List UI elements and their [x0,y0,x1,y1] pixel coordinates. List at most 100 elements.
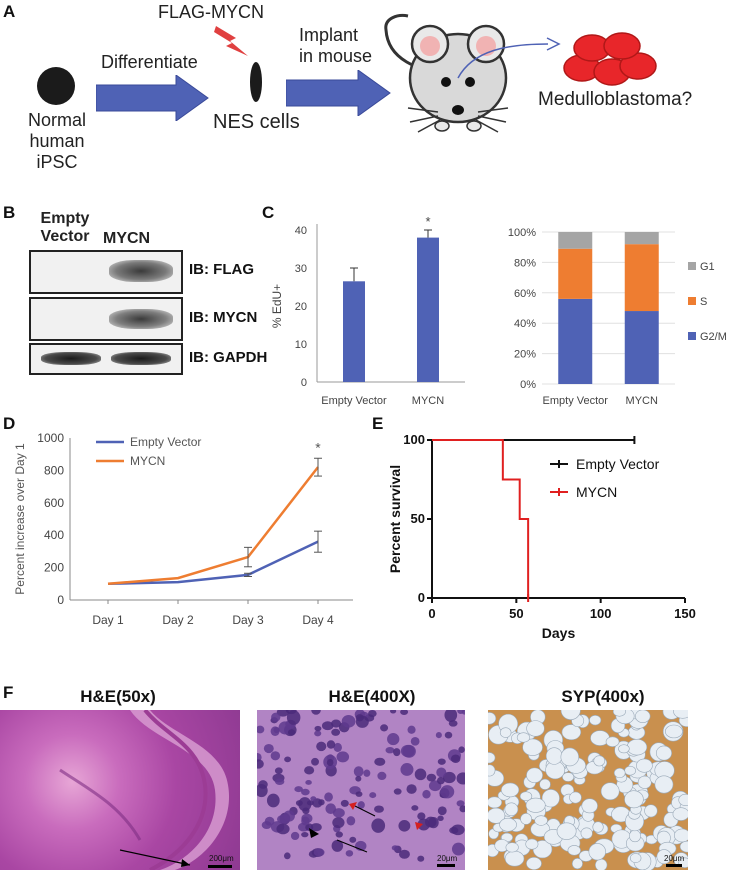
nucleus [374,757,386,766]
panel-a-label: A [3,2,16,21]
nucleus [410,737,420,746]
ib-flag-label: IB: FLAG [189,261,254,278]
ib-gapdh-label: IB: GAPDH [189,349,268,366]
x-tick-label: Day 3 [232,613,264,627]
nucleus [270,751,281,761]
nucleus [368,710,377,718]
cell [665,724,683,739]
cell [488,764,496,777]
x-tick-label: 0 [428,606,435,621]
lane-mycn-label: MYCN [103,230,151,247]
bar [417,237,439,382]
cell [525,838,539,850]
cell [674,828,688,843]
syp-400x-scale-label: 20μm [664,854,685,863]
nucleus [444,731,453,739]
legend-swatch [688,297,696,305]
nucleus [345,850,354,857]
nucleus [387,733,400,746]
x-tick-label: 150 [674,606,696,621]
nucleus [311,757,319,766]
lane-empty-vector-label: Empty Vector [40,210,90,245]
nucleus [355,715,369,728]
nucleus [444,710,458,722]
cell [526,856,542,870]
cell [488,807,506,824]
cell [569,791,582,804]
nucleus [301,788,310,796]
nucleus [406,784,417,794]
cell [505,842,519,853]
nucleus [417,855,425,862]
nucleus [333,742,342,752]
nucleus [437,815,444,821]
implant-label: Implant in mouse [299,25,373,66]
cell [534,815,548,826]
cell [556,822,577,840]
nucleus [275,778,285,785]
nucleus [287,729,296,736]
survival-curve [432,439,530,598]
he-400x-scale-label: 20μm [437,854,458,863]
legend-swatch [688,262,696,270]
nucleus [310,823,322,832]
nucleus [400,763,414,776]
significance-marker: * [425,214,430,229]
stacked-bar-segment [558,248,593,299]
nucleus [437,806,447,816]
tumor-icon [563,32,657,86]
cell [672,807,688,821]
flag-mycn-label: FLAG-MYCN [158,2,265,22]
stacked-bar-segment [624,244,659,312]
cell [637,775,652,789]
nucleus [407,725,416,734]
y-tick-label: 1000 [37,431,64,445]
nucleus [316,741,327,752]
nucleus [437,758,446,765]
nucleus [450,754,461,764]
cell [635,710,651,723]
nes-cell-icon [250,62,262,102]
cell [629,853,642,863]
x-tick-label: Day 2 [162,613,194,627]
y-tick-label: 0 [57,593,64,607]
nucleus [435,731,442,739]
stacked-bar-segment [624,311,659,384]
survival-chart: 0 50 100 0 50 100 150 Days Percent survival Empty… [387,432,696,641]
y-tick-label: 10 [295,339,307,351]
nucleus [346,816,356,826]
y-tick-label: 100% [508,227,536,239]
nucleus [393,788,402,795]
cell [488,752,496,764]
y-axis-title: Percent survival [387,465,403,573]
x-tick-label: Day 4 [302,613,334,627]
cell [499,727,512,738]
cell [679,840,688,853]
nucleus [270,726,280,737]
nucleus [357,801,365,809]
cell [580,827,593,840]
edu-bar-chart: 0 10 20 30 40 % EdU+ Empty Vector MYCN * [270,214,465,407]
mouse-icon [384,14,548,133]
differentiate-label: Differentiate [101,52,198,72]
cell [522,738,543,756]
y-axis-title: Percent increase over Day 1 [13,443,27,595]
cell [655,745,672,761]
x-tick-label: 100 [590,606,612,621]
legend-label: Empty Vector [130,435,201,449]
x-tick-label: MYCN [626,395,658,407]
nucleus [274,767,283,775]
nucleus [336,751,350,763]
nucleus [341,714,356,728]
series-line [107,540,319,586]
y-tick-label: 0% [520,379,536,391]
cell [560,710,581,720]
x-tick-label: 50 [509,606,523,621]
cell [613,767,626,779]
nucleus [451,842,465,856]
nucleus [302,807,310,815]
nucleus [417,812,426,821]
nucleus [448,720,458,727]
nucleus [363,769,371,777]
nucleus [257,784,268,798]
